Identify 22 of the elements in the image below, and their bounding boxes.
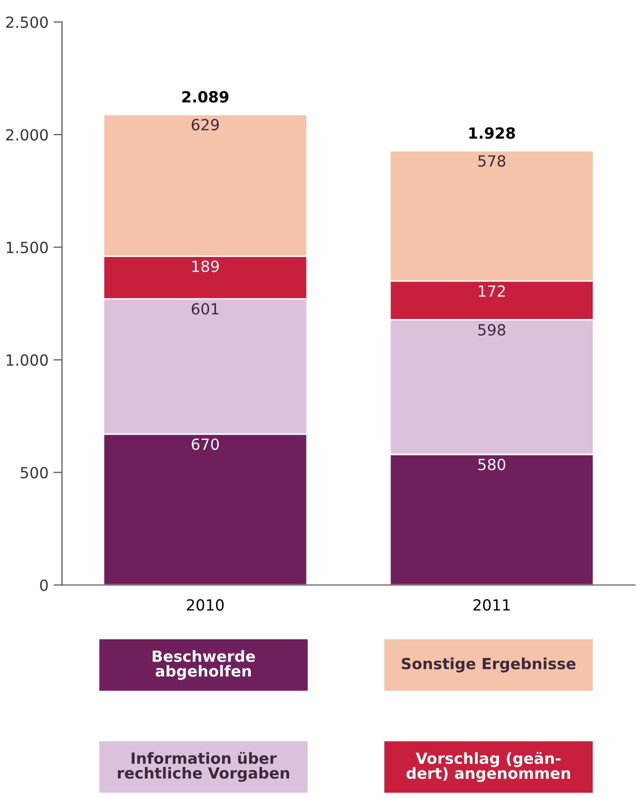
text: Information über rechtliche Vorgaben (118, 752, 290, 782)
y-tick-label: 1.500 (6, 242, 48, 254)
total-label: 2.089 (182, 91, 228, 103)
total-label: 1.928 (469, 127, 515, 139)
data-label: 189 (192, 260, 219, 272)
text: Beschwerde abgeholfen (152, 650, 255, 680)
data-label: 598 (478, 324, 506, 336)
data-label: 172 (478, 285, 505, 297)
y-tick-label: 500 (20, 466, 48, 478)
x-tick-label: 2010 (186, 599, 224, 611)
y-tick-label: 1.000 (6, 354, 48, 366)
x-tick-label: 2011 (473, 599, 510, 611)
y-tick-label: 2.500 (6, 16, 48, 28)
data-label: 601 (192, 303, 218, 315)
data-label: 629 (192, 118, 219, 130)
data-label: 578 (478, 155, 506, 167)
text: Vorschlag (geän- dert) angenommen (406, 752, 570, 782)
y-tick-label: 2.000 (6, 129, 48, 141)
data-label: 580 (478, 458, 506, 470)
text: Sonstige Ergebnisse (402, 658, 576, 672)
y-tick-label: 0 (40, 579, 48, 592)
data-label: 670 (192, 438, 219, 450)
